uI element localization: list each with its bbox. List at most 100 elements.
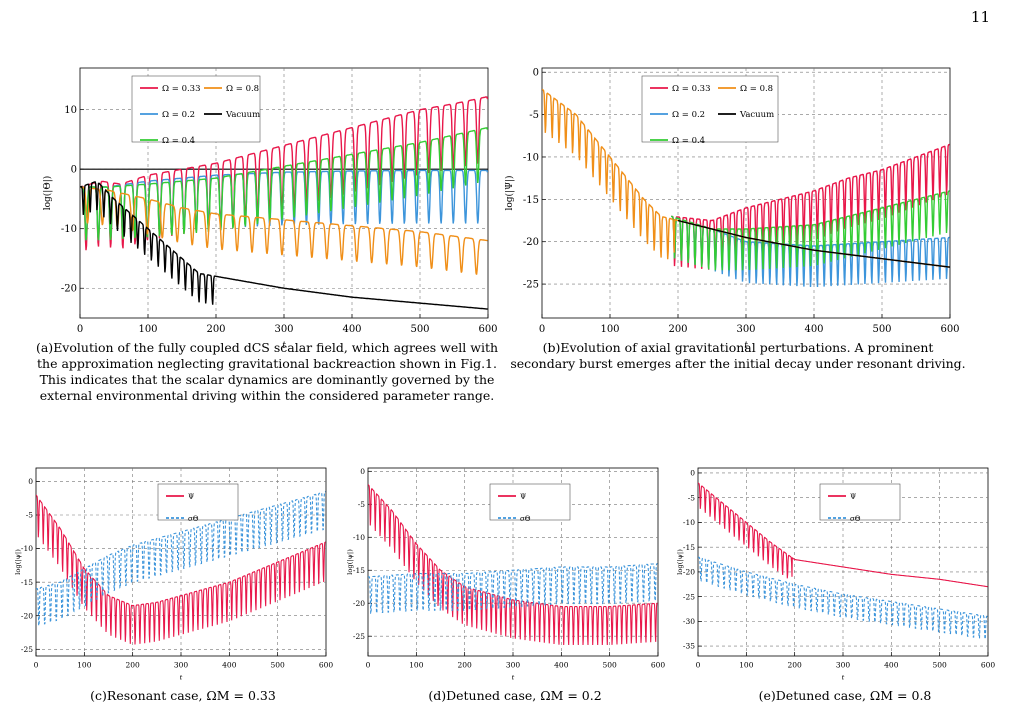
y-tick-label: -10 bbox=[21, 544, 33, 553]
y-tick-label: -5 bbox=[688, 493, 696, 502]
legend: ΨσΘ bbox=[489, 483, 571, 523]
legend-label: Ω = 0.2 bbox=[672, 110, 705, 120]
y-tick-label: 10 bbox=[64, 105, 77, 116]
x-tick-label: 400 bbox=[342, 324, 361, 335]
y-tick-label: -30 bbox=[683, 617, 695, 626]
legend-label: σΘ bbox=[850, 515, 861, 523]
caption-text: Evolution of the fully coupled dCS scala… bbox=[37, 340, 499, 403]
x-tick-label: 0 bbox=[696, 661, 701, 670]
x-tick-label: 600 bbox=[319, 661, 334, 670]
legend-label: σΘ bbox=[520, 515, 531, 523]
legend-label: σΘ bbox=[188, 515, 199, 523]
x-tick-label: 100 bbox=[600, 324, 619, 335]
y-axis-label: log(|ψ|) bbox=[676, 549, 684, 575]
series-line bbox=[36, 491, 326, 627]
series-line bbox=[677, 219, 950, 268]
legend: ΨσΘ bbox=[157, 483, 239, 523]
y-tick-label: -25 bbox=[683, 592, 695, 601]
y-tick-label: -25 bbox=[523, 280, 539, 291]
x-axis-label: t bbox=[512, 674, 515, 682]
series-group bbox=[698, 482, 988, 640]
series-group bbox=[36, 491, 326, 645]
chart-b: 0 100 200 300 400 500 600 -25 -20 -15 -10 -5 0 t log(|… bbox=[504, 67, 960, 351]
x-tick-label: 400 bbox=[222, 661, 237, 670]
x-tick-label: 0 bbox=[77, 324, 83, 335]
legend-label: Ψ bbox=[188, 493, 194, 501]
legend-box bbox=[489, 483, 571, 521]
y-tick-label: 0 bbox=[71, 165, 77, 176]
caption-c: (c)Resonant case, ΩM = 0.33 bbox=[28, 688, 338, 704]
y-tick-label: 0 bbox=[360, 467, 365, 476]
series-line bbox=[698, 556, 988, 640]
y-tick-label: -20 bbox=[61, 284, 77, 295]
y-tick-label: -15 bbox=[353, 566, 365, 575]
series-line bbox=[698, 482, 988, 588]
x-tick-label: 600 bbox=[940, 324, 959, 335]
y-axis-label: log(|ψ|) bbox=[14, 549, 22, 575]
y-tick-label: -10 bbox=[61, 224, 77, 235]
y-axis-label: log(|Ψ|) bbox=[504, 175, 515, 210]
y-tick-label: -5 bbox=[529, 110, 539, 121]
y-tick-label: -20 bbox=[21, 611, 33, 620]
legend-label: Ω = 0.2 bbox=[162, 110, 195, 120]
series-group bbox=[80, 96, 488, 310]
y-tick-label: -25 bbox=[353, 632, 365, 641]
series-line bbox=[671, 143, 950, 270]
x-axis-label: t bbox=[180, 674, 183, 682]
chart-panel-c: 0 100 200 300 400 500 600 -25 -20 -15 -10 -5 0 t log(|… bbox=[14, 467, 334, 682]
caption-label: (e) bbox=[758, 688, 776, 703]
chart-panel-d: 0 100 200 300 400 500 600 -25 -20 -15 -10 -5 0 t log(|… bbox=[346, 467, 665, 682]
x-tick-label: 0 bbox=[34, 661, 39, 670]
caption-d: (d)Detuned case, ΩM = 0.2 bbox=[360, 688, 670, 704]
legend-label: Ω = 0.33 bbox=[672, 84, 711, 94]
caption-text: Evolution of axial gravitational perturb… bbox=[510, 340, 966, 371]
y-tick-label: -5 bbox=[358, 500, 366, 509]
series-line bbox=[368, 484, 658, 646]
caption-label: (b) bbox=[542, 340, 561, 355]
x-tick-label: 0 bbox=[366, 661, 371, 670]
x-tick-label: 100 bbox=[409, 661, 424, 670]
y-tick-label: -15 bbox=[523, 195, 539, 206]
caption-label: (c) bbox=[90, 688, 107, 703]
x-axis-label: t bbox=[842, 674, 845, 682]
chart-panel-a: 0 100 200 300 400 500 600 -20 -10 0 10 t log(|Θ|) Ω =… bbox=[42, 67, 498, 351]
y-axis-label: log(|ψ|) bbox=[346, 549, 354, 575]
y-tick-label: -20 bbox=[683, 568, 695, 577]
caption-label: (d) bbox=[428, 688, 447, 703]
x-tick-label: 200 bbox=[788, 661, 803, 670]
legend-label: Ω = 0.33 bbox=[162, 84, 201, 94]
y-tick-label: -5 bbox=[26, 511, 34, 520]
legend-label: Ψ bbox=[520, 493, 526, 501]
legend-box bbox=[157, 483, 239, 521]
caption-b: (b)Evolution of axial gravitational pert… bbox=[510, 340, 966, 372]
series-line bbox=[670, 215, 950, 288]
legend: ΨσΘ bbox=[819, 483, 901, 523]
chart-panel-e: 0 100 200 300 400 500 600 -35 -30 -25 -20 -15 -10 -5 0… bbox=[676, 467, 995, 682]
x-tick-label: 100 bbox=[138, 324, 157, 335]
x-tick-label: 400 bbox=[554, 661, 569, 670]
y-tick-label: 0 bbox=[690, 469, 695, 478]
legend-label: Ω = 0.4 bbox=[672, 136, 705, 146]
series-line bbox=[80, 181, 488, 310]
series-group bbox=[542, 88, 950, 288]
legend-label: Ω = 0.8 bbox=[226, 84, 259, 94]
x-tick-label: 500 bbox=[410, 324, 429, 335]
y-tick-label: -20 bbox=[523, 237, 539, 248]
legend-label: Ω = 0.8 bbox=[740, 84, 773, 94]
legend-label: Vacuum bbox=[225, 110, 260, 120]
x-tick-label: 200 bbox=[458, 661, 473, 670]
series-line bbox=[368, 563, 658, 614]
x-axis-label: t bbox=[744, 341, 748, 351]
x-tick-label: 500 bbox=[872, 324, 891, 335]
x-tick-label: 300 bbox=[836, 661, 851, 670]
page-number: 11 bbox=[970, 8, 990, 26]
series-line bbox=[36, 494, 326, 645]
x-tick-label: 300 bbox=[174, 661, 189, 670]
y-axis-label: log(|Θ|) bbox=[42, 176, 53, 211]
y-tick-label: -10 bbox=[683, 518, 695, 527]
x-tick-label: 100 bbox=[739, 661, 754, 670]
x-tick-label: 200 bbox=[126, 661, 141, 670]
legend-label: Ω = 0.4 bbox=[162, 136, 195, 146]
caption-a: (a)Evolution of the fully coupled dCS sc… bbox=[34, 340, 500, 404]
x-tick-label: 100 bbox=[77, 661, 92, 670]
